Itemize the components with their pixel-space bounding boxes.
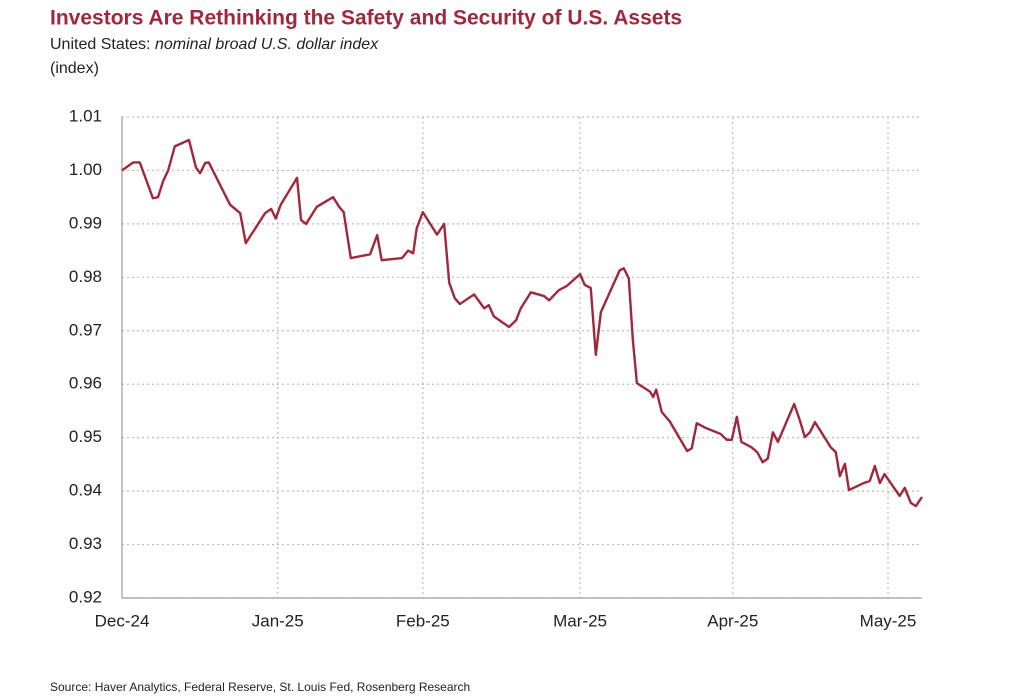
chart-title: Investors Are Rethinking the Safety and …	[50, 7, 682, 30]
x-tick-label: Dec-24	[95, 611, 150, 630]
y-tick-label: 0.92	[69, 587, 102, 606]
y-tick-label: 0.96	[69, 374, 102, 393]
source-note: Source: Haver Analytics, Federal Reserve…	[50, 680, 470, 694]
y-axis-label: (index)	[50, 60, 99, 77]
x-tick-label: Mar-25	[553, 611, 607, 630]
y-tick-label: 0.98	[69, 267, 102, 286]
y-tick-label: 0.97	[69, 320, 102, 339]
chart-subtitle: United States: nominal broad U.S. dollar…	[50, 36, 379, 53]
x-tick-label: Jan-25	[252, 611, 304, 630]
y-tick-label: 1.00	[69, 160, 102, 179]
y-tick-label: 0.94	[69, 481, 102, 500]
y-tick-label: 1.01	[69, 106, 102, 125]
x-tick-label: Feb-25	[396, 611, 450, 630]
y-tick-label: 0.99	[69, 213, 102, 232]
x-tick-label: Apr-25	[707, 611, 758, 630]
y-tick-label: 0.95	[69, 427, 102, 446]
x-tick-label: May-25	[860, 611, 917, 630]
data-line	[121, 138, 923, 508]
y-tick-label: 0.93	[69, 534, 102, 553]
subtitle: nominal broad U.S. dollar index	[155, 36, 379, 53]
subtitle-prefix: United States:	[50, 36, 155, 53]
